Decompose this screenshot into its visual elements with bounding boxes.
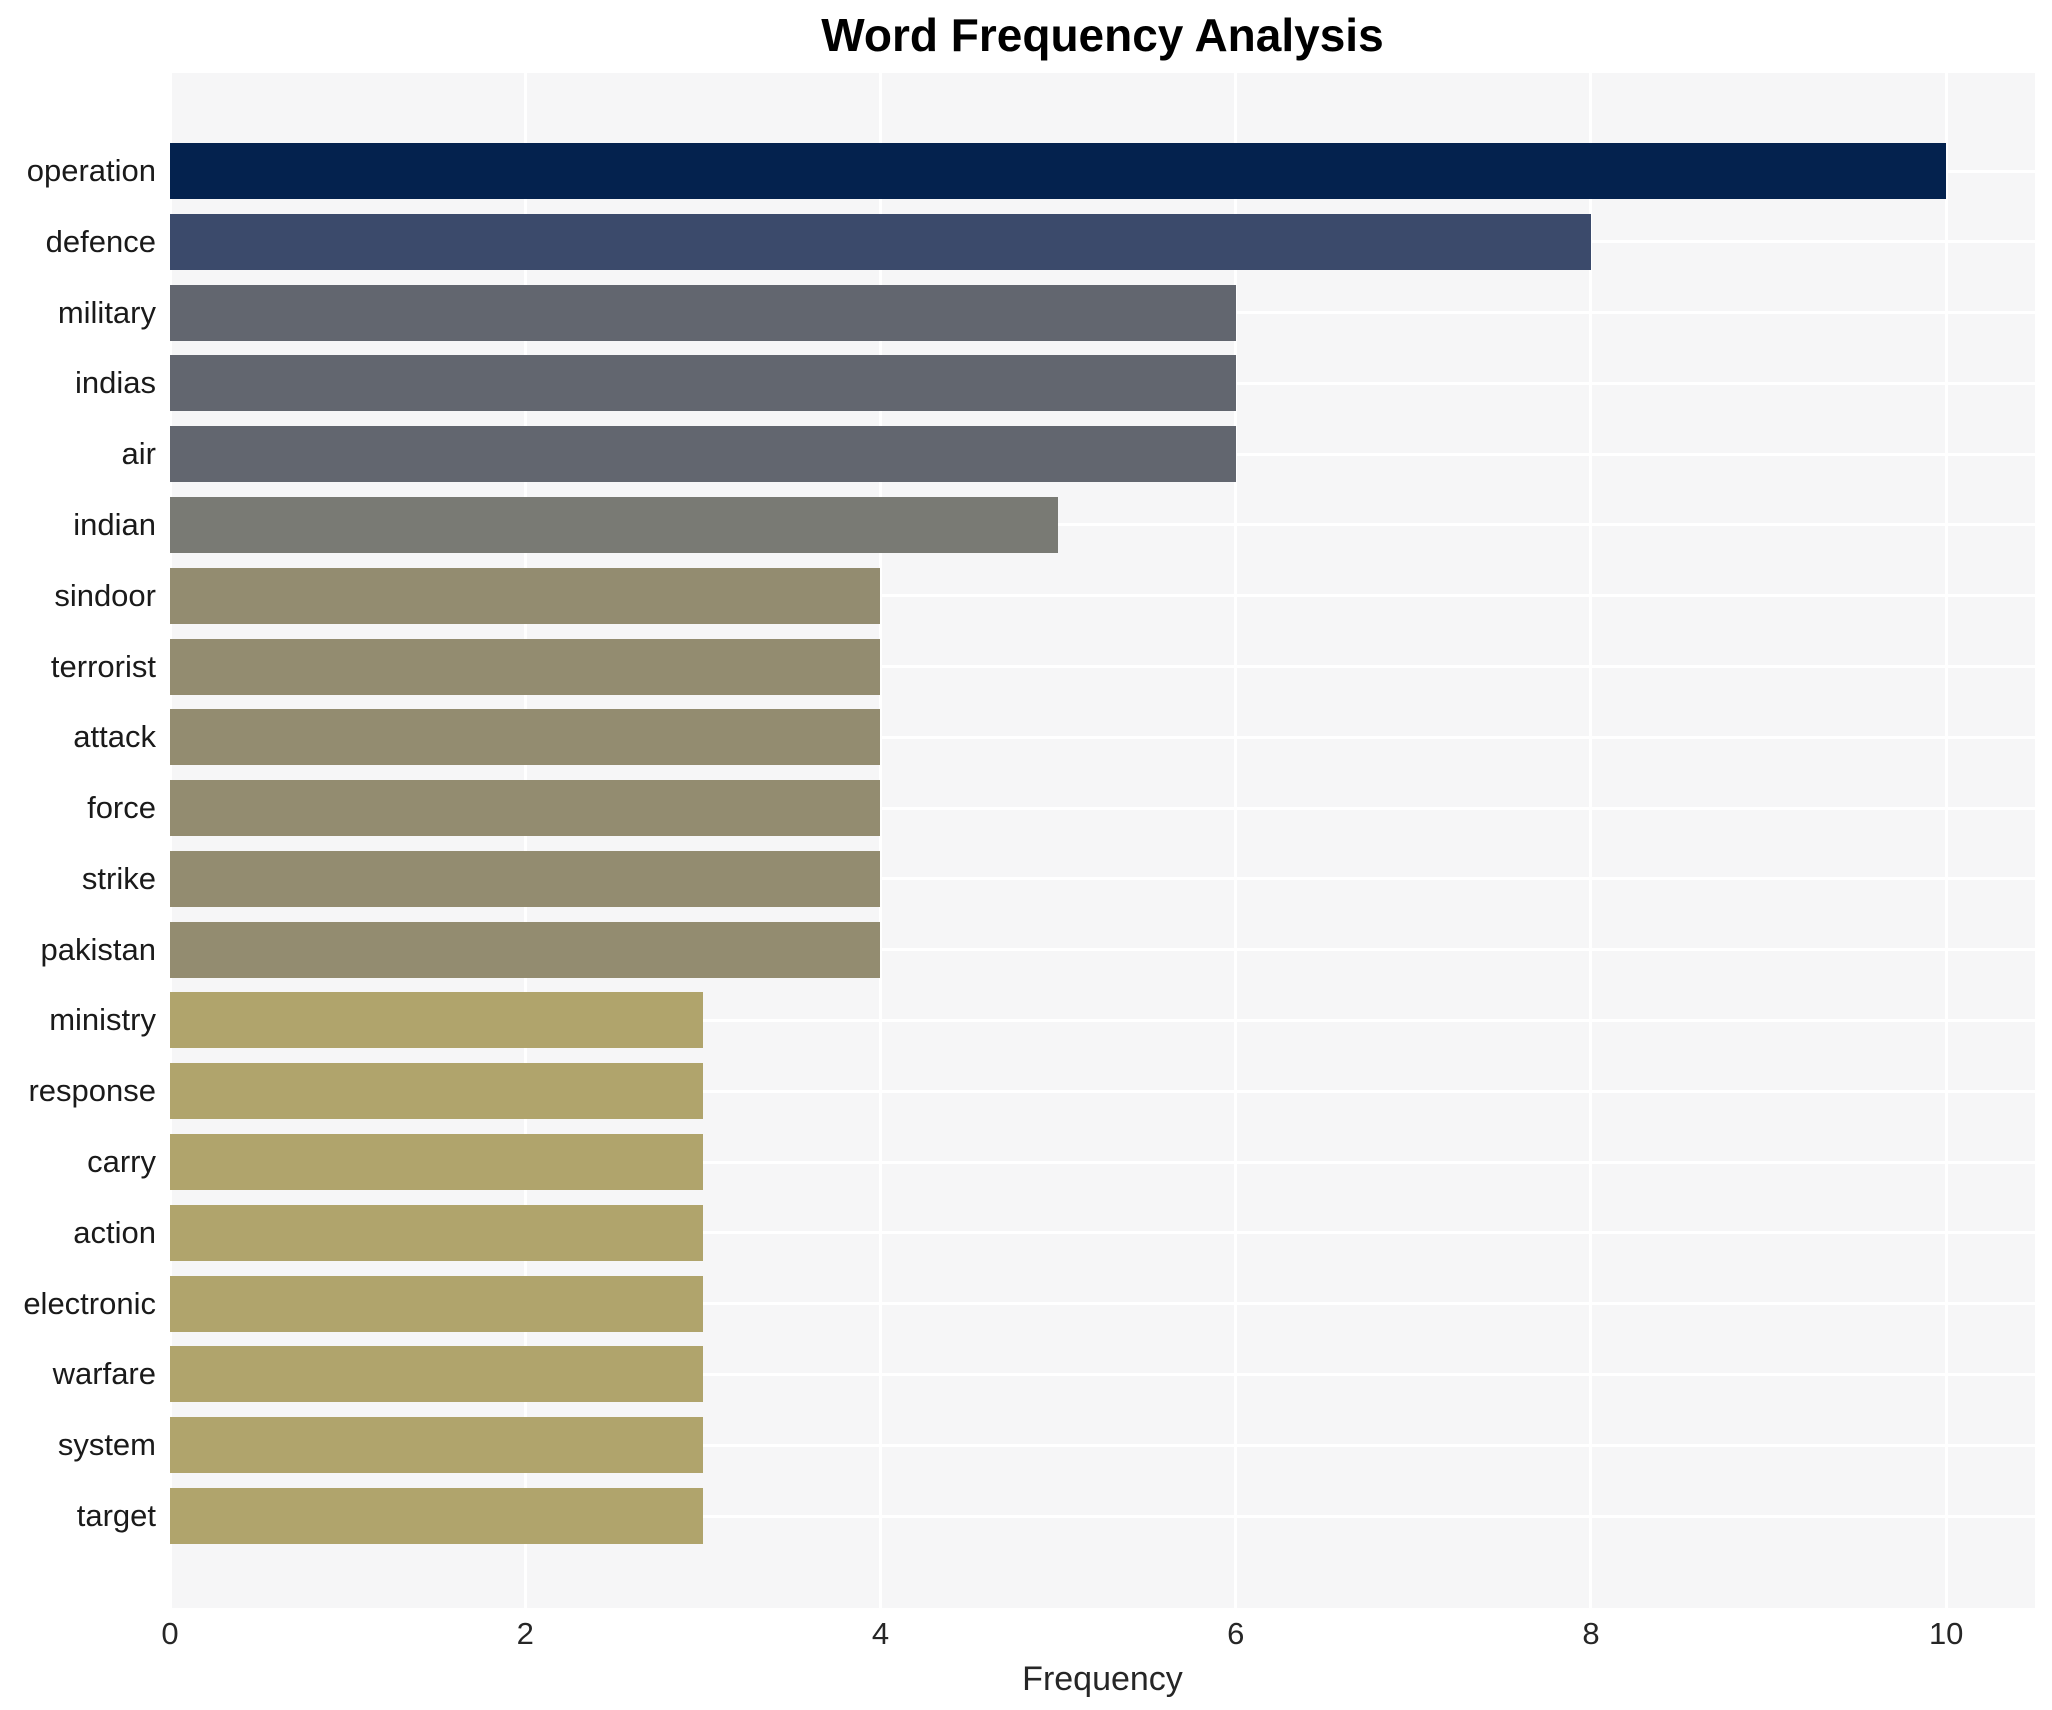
vertical-gridline xyxy=(170,73,172,1608)
bar-force xyxy=(170,780,881,837)
y-tick-label: pakistan xyxy=(40,931,156,967)
x-tick-label: 4 xyxy=(871,1616,890,1651)
bar-system xyxy=(170,1417,703,1474)
bar-action xyxy=(170,1204,703,1261)
y-tick-label: strike xyxy=(81,860,156,896)
horizontal-gridline xyxy=(170,1160,2035,1164)
vertical-gridline xyxy=(523,73,527,1608)
horizontal-gridline xyxy=(170,1089,2035,1093)
x-axis-label: Frequency xyxy=(1022,1660,1183,1698)
horizontal-gridline xyxy=(170,1372,2035,1376)
bar-military xyxy=(170,284,1236,341)
x-tick-label: 2 xyxy=(516,1616,534,1651)
bar-air xyxy=(170,426,1236,483)
y-tick-label: operation xyxy=(26,153,156,188)
vertical-gridline xyxy=(1944,73,1948,1608)
plot-area xyxy=(170,73,2035,1608)
bar-carry xyxy=(170,1134,703,1191)
bar-pakistan xyxy=(170,921,881,978)
y-tick-label: warfare xyxy=(52,1356,156,1392)
y-tick-label: indian xyxy=(73,506,156,542)
horizontal-gridline xyxy=(170,1443,2035,1447)
y-tick-label: indias xyxy=(75,365,156,401)
y-tick-label: defence xyxy=(45,223,156,259)
horizontal-gridline xyxy=(170,948,2035,952)
y-tick-label: attack xyxy=(73,719,156,755)
bar-attack xyxy=(170,709,881,766)
vertical-gridline xyxy=(878,73,882,1608)
y-tick-label: system xyxy=(57,1427,156,1463)
y-tick-label: sindoor xyxy=(54,577,156,613)
vertical-gridline xyxy=(1234,73,1238,1608)
x-tick-label: 0 xyxy=(161,1616,179,1651)
y-tick-label: target xyxy=(76,1498,156,1533)
chart-title: Word Frequency Analysis xyxy=(821,9,1384,61)
x-tick-label: 8 xyxy=(1582,1616,1600,1651)
y-tick-label: response xyxy=(28,1073,156,1109)
y-tick-label: ministry xyxy=(49,1002,156,1038)
bar-defence xyxy=(170,213,1591,270)
bar-warfare xyxy=(170,1346,703,1403)
y-tick-label: air xyxy=(121,436,156,472)
bar-target xyxy=(170,1488,703,1544)
y-tick-label: terrorist xyxy=(50,648,156,684)
y-tick-label: military xyxy=(57,294,156,330)
horizontal-gridline xyxy=(170,1514,2035,1518)
bar-ministry xyxy=(170,992,703,1049)
bar-strike xyxy=(170,850,881,907)
bar-indian xyxy=(170,496,1059,553)
horizontal-gridline xyxy=(170,523,2035,527)
y-tick-label: carry xyxy=(87,1144,156,1180)
horizontal-gridline xyxy=(170,594,2035,598)
bar-operation xyxy=(170,143,1947,199)
horizontal-gridline xyxy=(170,806,2035,810)
bar-electronic xyxy=(170,1275,703,1332)
horizontal-gridline xyxy=(170,1302,2035,1306)
horizontal-gridline xyxy=(170,1018,2035,1022)
vertical-gridline xyxy=(1589,73,1593,1608)
x-tick-label: 10 xyxy=(1928,1616,1964,1651)
bar-response xyxy=(170,1063,703,1120)
horizontal-gridline xyxy=(170,1231,2035,1235)
x-tick-label: 6 xyxy=(1227,1616,1245,1651)
y-tick-label: force xyxy=(87,790,156,826)
horizontal-gridline xyxy=(170,735,2035,739)
horizontal-gridline xyxy=(170,665,2035,669)
bar-indias xyxy=(170,355,1236,412)
y-tick-label: action xyxy=(73,1214,156,1250)
bar-sindoor xyxy=(170,567,881,624)
bar-terrorist xyxy=(170,638,881,695)
y-tick-label: electronic xyxy=(23,1285,156,1321)
horizontal-gridline xyxy=(170,877,2035,881)
